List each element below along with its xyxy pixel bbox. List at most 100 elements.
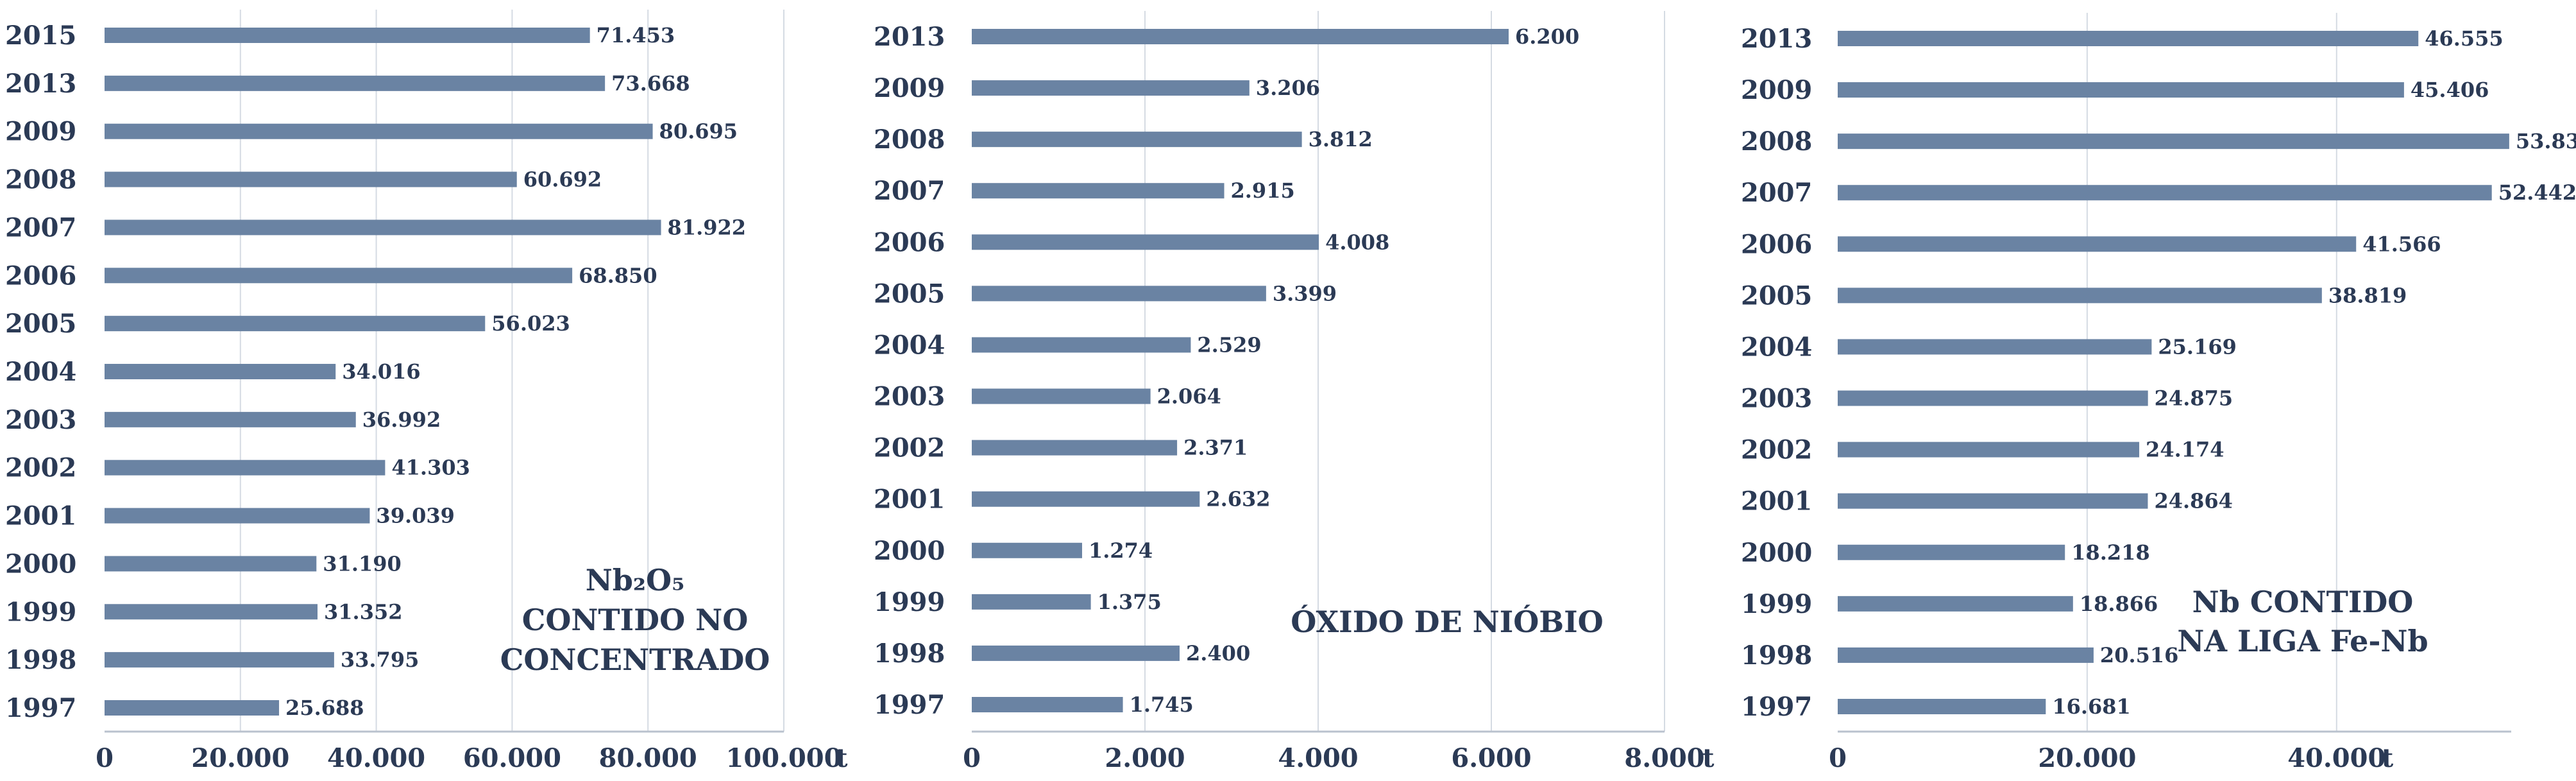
category-label: 2002 bbox=[5, 453, 76, 483]
bar bbox=[105, 364, 336, 379]
data-label: 3.206 bbox=[1256, 76, 1320, 100]
bar bbox=[1838, 596, 2073, 612]
data-label: 36.992 bbox=[362, 408, 441, 432]
bar bbox=[105, 556, 317, 572]
category-label: 2007 bbox=[1741, 178, 1812, 208]
bar bbox=[105, 604, 318, 620]
data-label: 41.566 bbox=[2362, 232, 2441, 256]
chart-annotation: Nb CONTIDO bbox=[2192, 585, 2414, 619]
category-label: 2005 bbox=[5, 309, 76, 339]
category-label: 1997 bbox=[5, 693, 76, 723]
category-label: 1998 bbox=[1741, 640, 1812, 671]
bar bbox=[105, 652, 334, 668]
data-label: 73.668 bbox=[611, 71, 690, 96]
bar bbox=[972, 286, 1266, 302]
category-label: 2013 bbox=[874, 22, 945, 52]
category-label: 2000 bbox=[5, 549, 76, 579]
data-label: 3.399 bbox=[1273, 281, 1337, 305]
axis-unit-label: t bbox=[2382, 743, 2394, 773]
category-label: 2008 bbox=[5, 165, 76, 195]
bar bbox=[972, 132, 1302, 148]
category-label: 2008 bbox=[874, 124, 945, 155]
data-label: 46.555 bbox=[2425, 26, 2503, 51]
bar bbox=[1838, 442, 2140, 458]
bar bbox=[1838, 699, 2046, 714]
category-label: 2000 bbox=[1741, 538, 1812, 568]
x-tick-label: 20.000 bbox=[2038, 743, 2136, 773]
bar bbox=[105, 28, 590, 43]
category-label: 2004 bbox=[1741, 332, 1812, 362]
category-label: 2002 bbox=[874, 433, 945, 463]
bar bbox=[105, 123, 653, 139]
bar bbox=[1838, 236, 2357, 252]
data-label: 31.352 bbox=[324, 599, 402, 624]
category-label: 2009 bbox=[874, 73, 945, 103]
category-label: 1999 bbox=[1741, 589, 1812, 619]
bar bbox=[972, 80, 1250, 96]
data-label: 2.632 bbox=[1206, 487, 1270, 511]
data-label: 24.174 bbox=[2146, 438, 2224, 462]
category-label: 2007 bbox=[5, 212, 76, 243]
data-label: 24.864 bbox=[2154, 489, 2232, 513]
category-label: 1999 bbox=[5, 597, 76, 627]
bar bbox=[105, 171, 517, 187]
category-label: 2009 bbox=[1741, 75, 1812, 105]
x-tick-label: 4.000 bbox=[1278, 743, 1358, 773]
category-label: 2015 bbox=[5, 21, 76, 51]
bar bbox=[105, 316, 486, 332]
bar bbox=[972, 542, 1082, 558]
data-label: 6.200 bbox=[1515, 24, 1579, 49]
bar bbox=[1838, 185, 2492, 201]
x-tick-label: 0 bbox=[1829, 743, 1847, 773]
bar bbox=[1838, 544, 2065, 560]
data-label: 24.875 bbox=[2155, 386, 2233, 411]
bar bbox=[1838, 288, 2322, 304]
data-label: 68.850 bbox=[579, 263, 657, 288]
bar bbox=[972, 594, 1091, 610]
data-label: 1.274 bbox=[1089, 538, 1153, 563]
x-tick-label: 8.000 bbox=[1624, 743, 1704, 773]
category-label: 2013 bbox=[5, 69, 76, 99]
data-label: 2.371 bbox=[1183, 436, 1248, 460]
category-label: 2009 bbox=[5, 117, 76, 147]
bar bbox=[1838, 647, 2094, 663]
category-label: 2002 bbox=[1741, 435, 1812, 465]
category-label: 2001 bbox=[1741, 486, 1812, 517]
axis-unit-label: t bbox=[1702, 743, 1715, 773]
bar bbox=[972, 234, 1319, 250]
category-label: 2003 bbox=[874, 382, 945, 412]
data-label: 81.922 bbox=[668, 215, 746, 239]
bar bbox=[972, 337, 1191, 353]
category-label: 2003 bbox=[1741, 384, 1812, 414]
data-label: 45.406 bbox=[2411, 78, 2489, 102]
category-label: 1999 bbox=[874, 587, 945, 617]
x-tick-label: 40.000 bbox=[2287, 743, 2385, 773]
category-label: 2005 bbox=[1741, 280, 1812, 311]
bar bbox=[105, 268, 573, 284]
chart-annotation: ÓXIDO DE NIÓBIO bbox=[1291, 604, 1604, 639]
bar bbox=[1838, 390, 2148, 406]
bar bbox=[105, 75, 606, 91]
bar bbox=[1838, 133, 2509, 150]
data-label: 1.375 bbox=[1097, 590, 1162, 614]
data-label: 3.812 bbox=[1309, 127, 1373, 151]
data-label: 71.453 bbox=[597, 23, 675, 47]
category-label: 2004 bbox=[5, 357, 76, 387]
bar bbox=[972, 388, 1151, 404]
category-label: 1998 bbox=[874, 639, 945, 669]
category-label: 2006 bbox=[1741, 229, 1812, 259]
category-label: 2005 bbox=[874, 279, 945, 309]
axis-unit-label: t bbox=[836, 743, 848, 773]
data-label: 18.866 bbox=[2080, 592, 2158, 616]
x-tick-label: 0 bbox=[96, 743, 114, 773]
x-tick-label: 100.000 bbox=[726, 743, 842, 773]
bar bbox=[105, 700, 280, 716]
chart-annotation: CONCENTRADO bbox=[500, 642, 770, 677]
data-label: 1.745 bbox=[1130, 692, 1194, 717]
data-label: 60.692 bbox=[523, 167, 602, 192]
category-label: 2000 bbox=[874, 536, 945, 566]
category-label: 2001 bbox=[874, 485, 945, 515]
